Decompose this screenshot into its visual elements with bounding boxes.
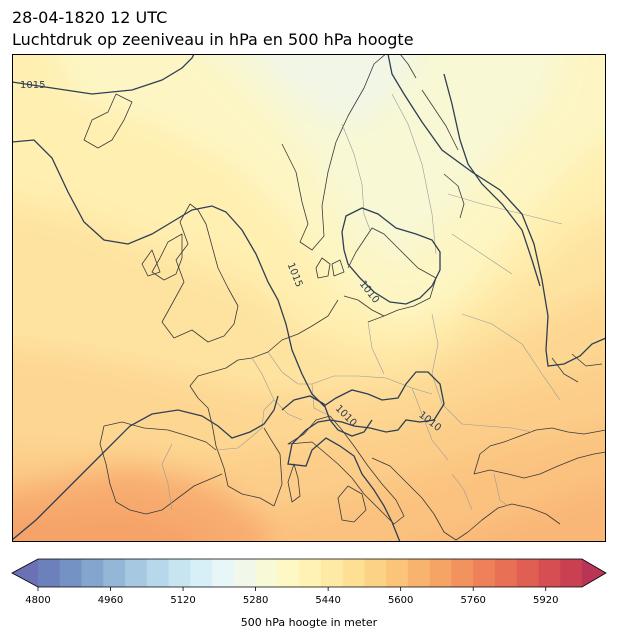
colorbar-tick-label: 5920 <box>533 595 558 606</box>
colorbar-extend-max <box>582 559 606 587</box>
country-borders <box>161 93 563 511</box>
colorbar-segment <box>407 559 431 587</box>
colorbar-tick-label: 5760 <box>460 595 485 606</box>
isobar-1010-ne <box>443 73 541 287</box>
isobar-1010-cloud <box>281 395 373 437</box>
colorbar-ticks: 4800 4960 5120 5280 5440 5600 5760 5920 <box>25 587 558 606</box>
colorbar-segment <box>38 559 61 587</box>
colorbar-tick-label: 5120 <box>170 595 195 606</box>
isobar-1015-west <box>12 139 445 542</box>
map-frame <box>12 54 606 542</box>
map-subtitle: Luchtdruk op zeeniveau in hPa en 500 hPa… <box>12 30 414 49</box>
colorbar-label: 500 hPa hoogte in meter <box>241 616 378 629</box>
colorbar-segment <box>560 559 583 587</box>
colorbar-tick-label: 4800 <box>25 595 50 606</box>
colorbar-segment <box>516 559 539 587</box>
colorbar-segment <box>494 559 518 587</box>
colorbar-segment <box>538 559 561 587</box>
colorbar-segment <box>473 559 496 587</box>
colorbar-segment <box>125 559 148 587</box>
colorbar-segment <box>299 559 322 587</box>
colorbar-extend-min <box>12 559 38 587</box>
coastlines <box>83 54 606 541</box>
colorbar-segment <box>59 559 83 587</box>
colorbar-segment <box>190 559 213 587</box>
colorbar-segment <box>168 559 191 587</box>
colorbar-segment <box>255 559 278 587</box>
isobar-1015-south <box>12 395 279 541</box>
map-datetime: 28-04-1820 12 UTC <box>12 8 168 27</box>
colorbar: 4800 4960 5120 5280 5440 5600 5760 5920 500 hPa… <box>11 558 607 629</box>
isobar-1015-north <box>12 54 195 95</box>
colorbar-segment <box>364 559 387 587</box>
colorbar-segment <box>233 559 257 587</box>
colorbar-segment <box>342 559 365 587</box>
colorbar-segment <box>212 559 235 587</box>
colorbar-segment <box>429 559 452 587</box>
weather-map: 1015 1015 1010 1010 1010 <box>12 54 606 542</box>
colorbar-segment <box>103 559 126 587</box>
colorbar-tick-label: 5600 <box>388 595 413 606</box>
colorbar-tick-label: 5280 <box>243 595 268 606</box>
colorbar-segment <box>320 559 344 587</box>
height-field <box>12 54 606 542</box>
colorbar-segment <box>386 559 409 587</box>
isobar-label: 1015 <box>20 80 45 91</box>
colorbar-tick-label: 4960 <box>98 595 123 606</box>
colorbar-tick-label: 5440 <box>315 595 340 606</box>
colorbar-segment <box>81 559 104 587</box>
colorbar-segments <box>11 558 607 588</box>
isobar-1010-low <box>341 207 441 305</box>
colorbar-segment <box>451 559 474 587</box>
colorbar-segment <box>146 559 170 587</box>
colorbar-segment <box>277 559 300 587</box>
isobar-1015-east <box>387 54 606 367</box>
isobars <box>12 54 606 542</box>
